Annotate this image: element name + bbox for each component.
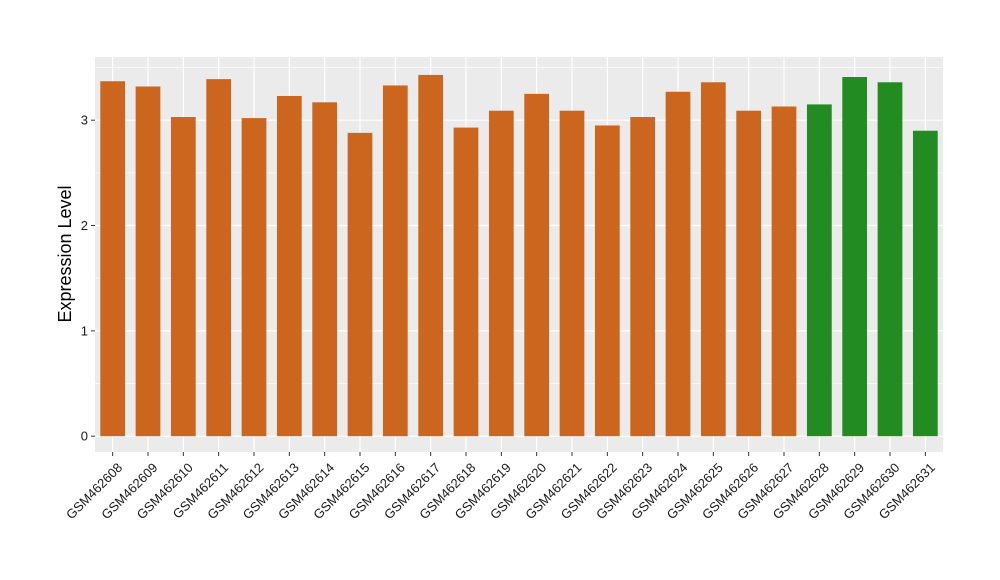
minor-gridlines [95,67,943,384]
bar-GSM462629 [842,77,868,437]
bar-GSM462610 [170,117,196,437]
bar-GSM462621 [559,110,585,437]
bar-GSM462612 [241,118,267,437]
bar-GSM462620 [524,93,550,437]
bar-GSM462627 [771,106,797,437]
y-tick-label: 2 [81,218,88,233]
y-tick-label: 3 [81,113,88,128]
bar-GSM462630 [877,82,903,437]
bar-GSM462625 [700,82,726,437]
bar-GSM462611 [206,79,232,437]
bar-GSM462608 [100,81,126,437]
bar-GSM462631 [912,130,938,437]
bars [100,74,938,437]
bar-GSM462619 [488,110,514,437]
y-axis-title: Expression Level [55,185,75,322]
bar-GSM462617 [418,74,444,437]
bar-GSM462614 [312,102,338,437]
bar-GSM462624 [665,91,691,437]
bar-GSM462622 [594,125,620,437]
y-axis: 0 1 2 3 [81,113,95,444]
bar-GSM462613 [276,95,302,437]
y-tick-label: 0 [81,429,88,444]
bar-GSM462618 [453,127,479,437]
plot-panel [95,57,943,452]
bar-GSM462616 [382,85,408,437]
bar-GSM462615 [347,132,373,437]
y-tick-label: 1 [81,323,88,338]
bar-GSM462626 [736,110,762,437]
bar-GSM462628 [806,104,832,437]
bar-GSM462609 [135,86,161,437]
x-axis: GSM462608GSM462609GSM462610GSM462611GSM4… [63,452,938,522]
bar-GSM462623 [630,117,656,437]
